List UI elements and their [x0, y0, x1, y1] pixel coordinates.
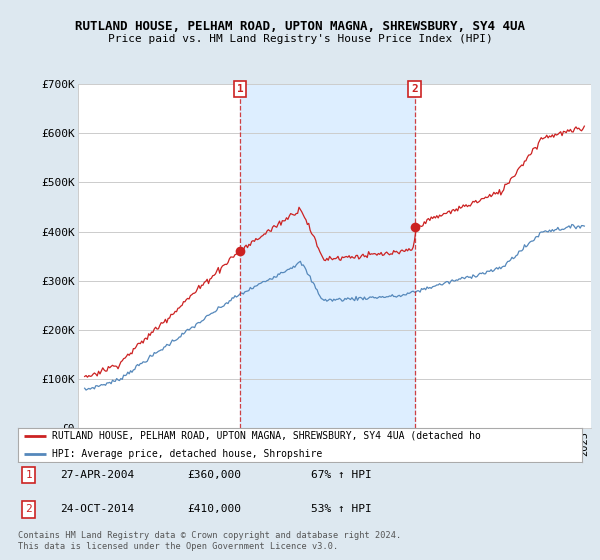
Text: 1: 1 [25, 470, 32, 480]
Text: 2: 2 [411, 84, 418, 94]
Text: 2: 2 [25, 505, 32, 515]
Text: Price paid vs. HM Land Registry's House Price Index (HPI): Price paid vs. HM Land Registry's House … [107, 34, 493, 44]
Text: £410,000: £410,000 [187, 505, 241, 515]
Text: £360,000: £360,000 [187, 470, 241, 480]
Text: RUTLAND HOUSE, PELHAM ROAD, UPTON MAGNA, SHREWSBURY, SY4 4UA: RUTLAND HOUSE, PELHAM ROAD, UPTON MAGNA,… [75, 20, 525, 32]
Text: 67% ↑ HPI: 67% ↑ HPI [311, 470, 372, 480]
Bar [240, 84, 415, 428]
Text: Contains HM Land Registry data © Crown copyright and database right 2024.: Contains HM Land Registry data © Crown c… [18, 531, 401, 540]
Text: 24-OCT-2014: 24-OCT-2014 [60, 505, 134, 515]
Text: 53% ↑ HPI: 53% ↑ HPI [311, 505, 372, 515]
Text: HPI: Average price, detached house, Shropshire: HPI: Average price, detached house, Shro… [52, 449, 322, 459]
Text: 27-APR-2004: 27-APR-2004 [60, 470, 134, 480]
Text: RUTLAND HOUSE, PELHAM ROAD, UPTON MAGNA, SHREWSBURY, SY4 4UA (detached ho: RUTLAND HOUSE, PELHAM ROAD, UPTON MAGNA,… [52, 431, 481, 441]
Text: This data is licensed under the Open Government Licence v3.0.: This data is licensed under the Open Gov… [18, 542, 338, 551]
Text: 1: 1 [236, 84, 243, 94]
